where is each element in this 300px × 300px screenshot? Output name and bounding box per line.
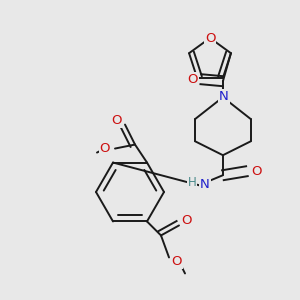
- Text: O: O: [100, 142, 110, 155]
- Text: O: O: [252, 165, 262, 178]
- Text: O: O: [112, 114, 122, 127]
- Text: O: O: [172, 255, 182, 268]
- Text: O: O: [205, 32, 215, 44]
- Text: H: H: [188, 176, 196, 189]
- Text: N: N: [200, 178, 210, 191]
- Text: O: O: [188, 73, 198, 86]
- Text: N: N: [219, 90, 229, 103]
- Text: O: O: [182, 214, 192, 227]
